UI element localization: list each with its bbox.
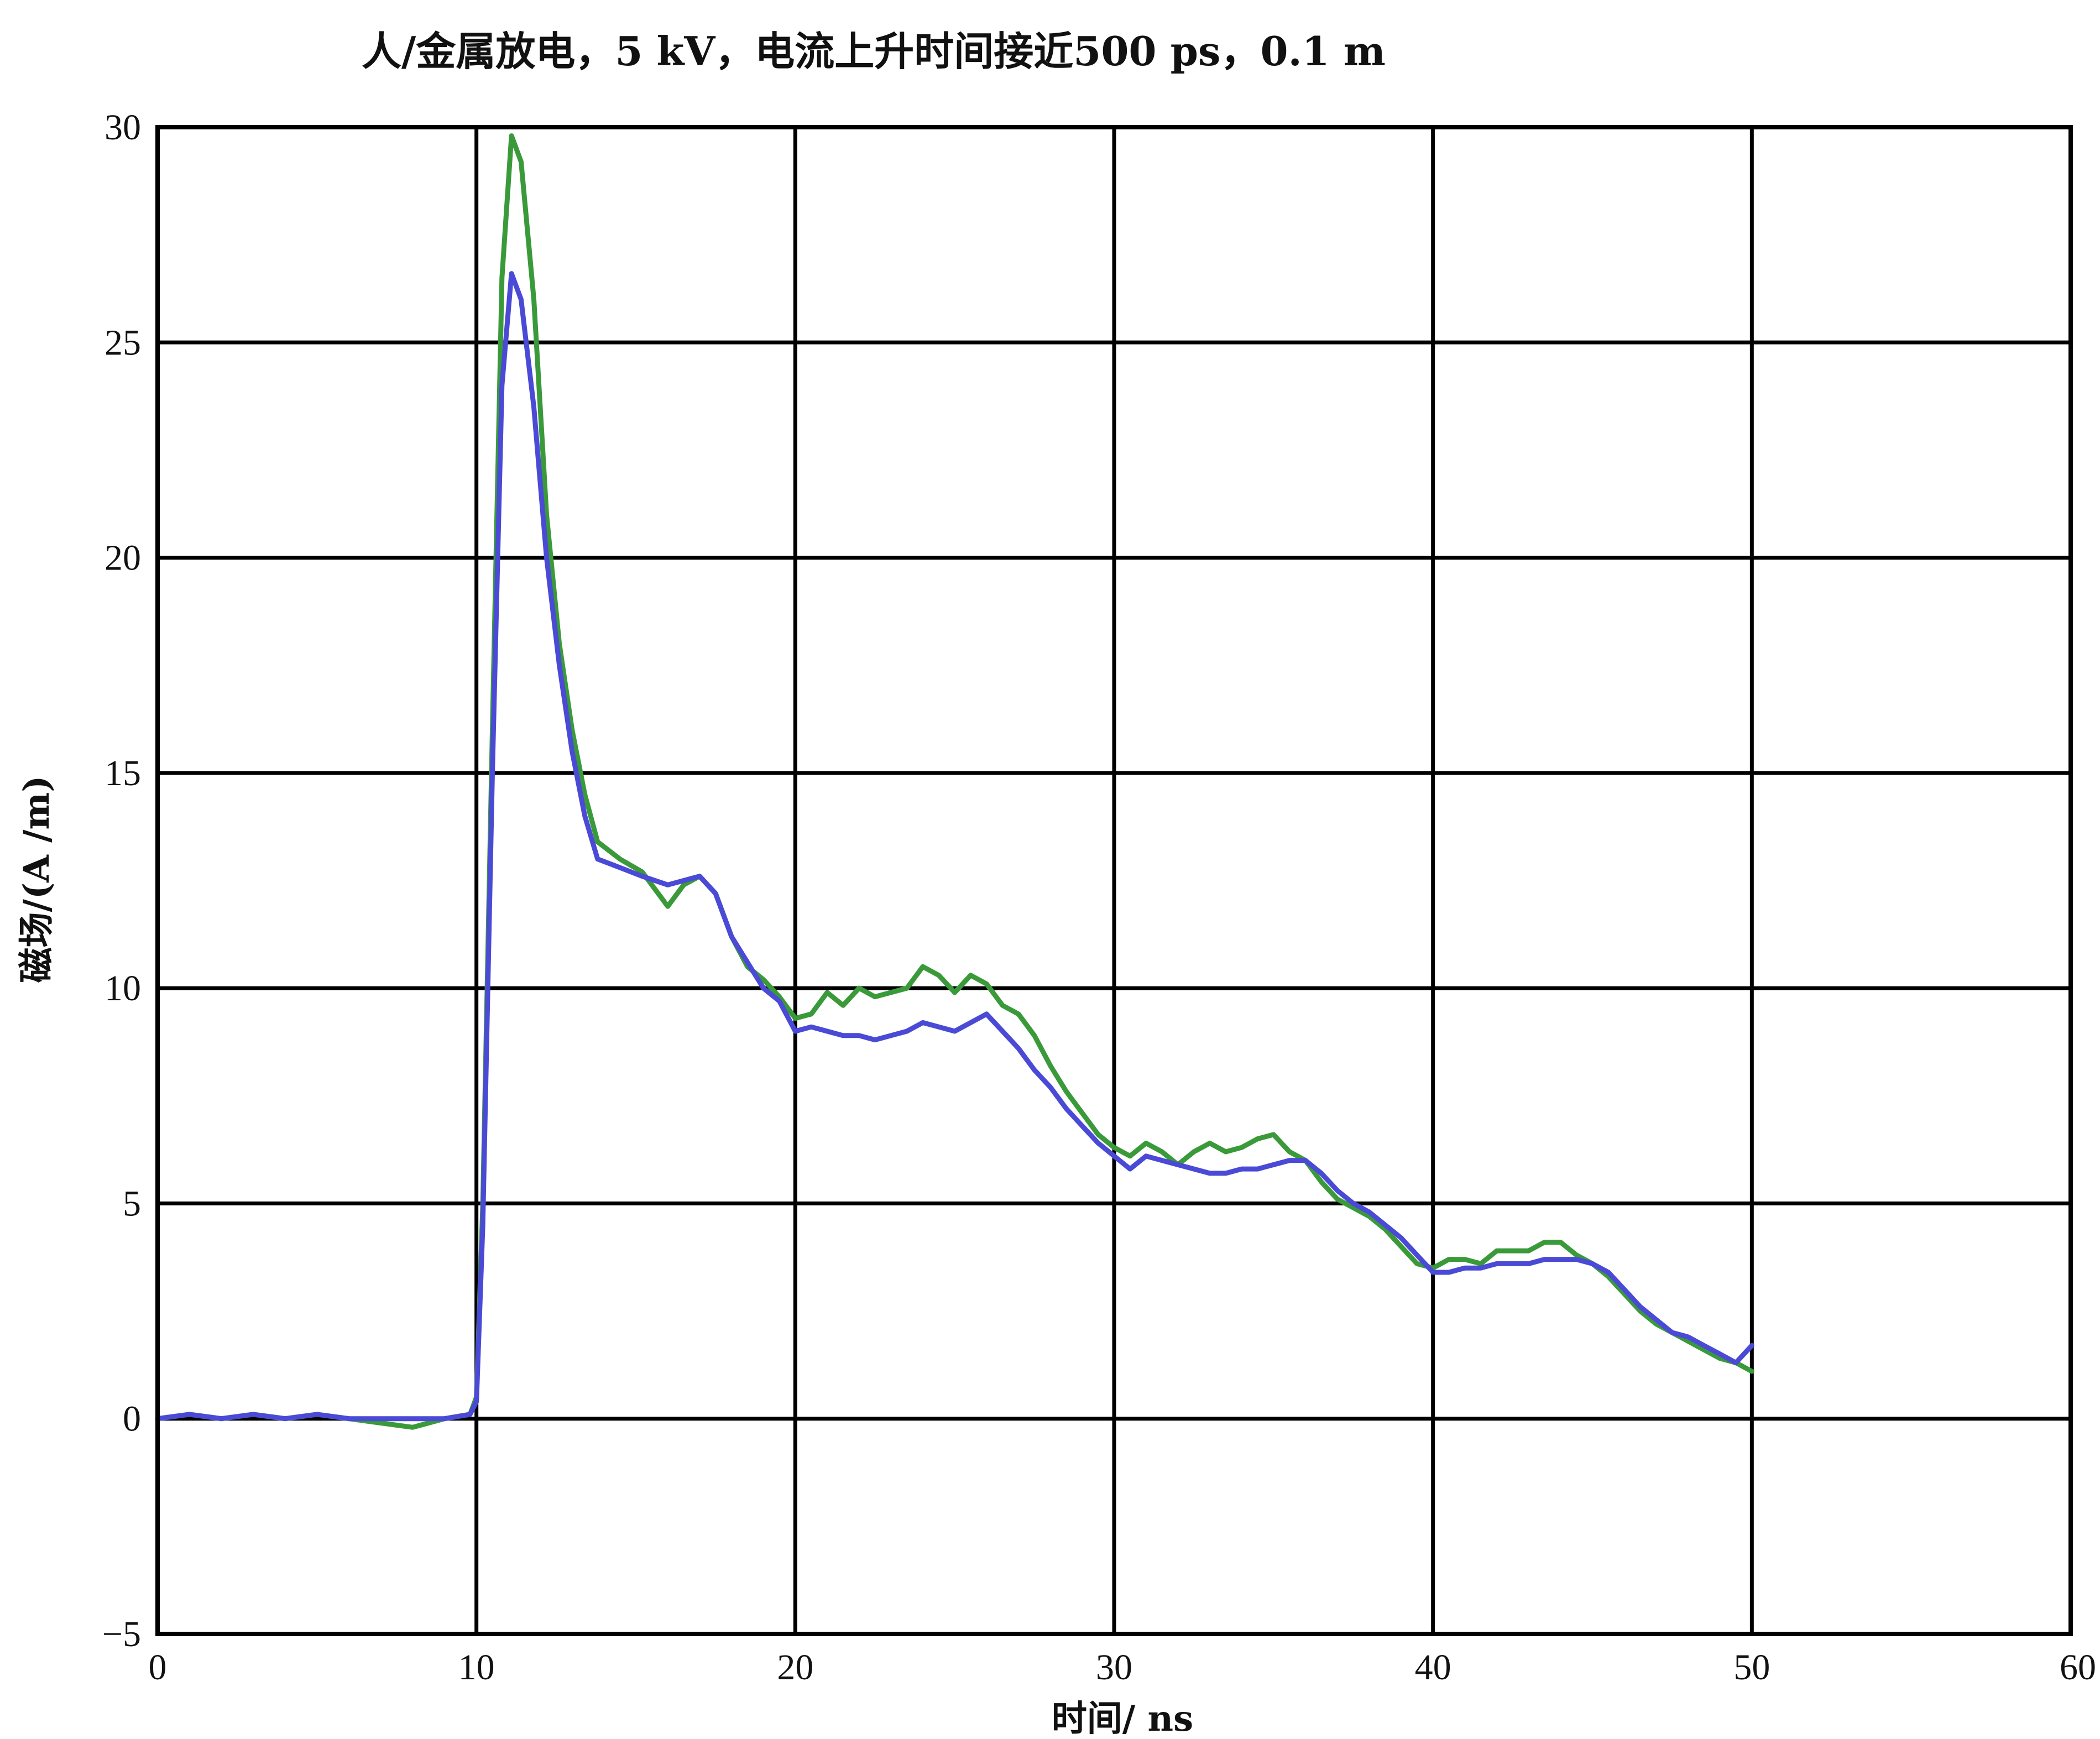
x-tick-label: 30 xyxy=(1096,1647,1132,1688)
x-tick-label: 0 xyxy=(149,1647,167,1688)
series-line-1 xyxy=(155,133,1754,1430)
grid-layer xyxy=(155,125,2073,1636)
x-tick-label: 50 xyxy=(1733,1647,1770,1688)
y-tick-label: 5 xyxy=(123,1183,141,1224)
y-tick-label: 15 xyxy=(105,753,141,793)
y-tick-label: 30 xyxy=(105,107,141,148)
x-axis-label: 时间/ ns xyxy=(1052,1698,1193,1739)
x-tick-label: 20 xyxy=(777,1647,813,1688)
x-tick-label: 60 xyxy=(2060,1647,2096,1688)
y-tick-label: 0 xyxy=(123,1399,141,1439)
y-tick-label: 10 xyxy=(105,968,141,1009)
y-tick-label: 20 xyxy=(105,538,141,578)
x-tick-label: 40 xyxy=(1415,1647,1451,1688)
chart-title: 人/金属放电，5 kV，电流上升时间接近500 ps，0.1 m xyxy=(362,28,1386,75)
y-tick-label: 25 xyxy=(105,322,141,363)
x-tick-label: 10 xyxy=(458,1647,495,1688)
series-line-2 xyxy=(155,271,1754,1422)
y-axis-label: 磁场/(A /m) xyxy=(16,776,58,983)
plot-frame xyxy=(155,125,2073,1636)
y-tick-label: −5 xyxy=(102,1614,141,1654)
series-layer xyxy=(155,133,1754,1430)
